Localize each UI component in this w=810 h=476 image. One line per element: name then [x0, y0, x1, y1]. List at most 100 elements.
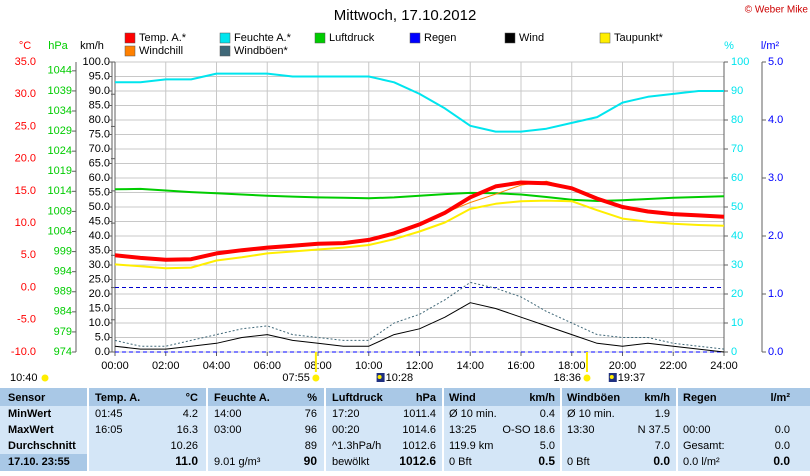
x-tick-label: 12:00	[406, 360, 434, 372]
y-tick-label: 5.0	[95, 331, 110, 343]
series-line	[114, 302, 725, 353]
table-header-cell: Temp. A.	[95, 392, 140, 404]
table-cell: 10.26	[170, 440, 198, 452]
table-cell: 01:45	[95, 408, 123, 420]
y-tick-label: 90.0	[89, 85, 110, 97]
table-cell: 119.9 km	[449, 440, 493, 452]
table-header-cell: °C	[186, 392, 198, 404]
y-tick-label: 984	[54, 306, 72, 318]
axis-title: km/h	[80, 40, 104, 52]
y-tick-label: 50	[731, 201, 743, 213]
y-tick-label: 3.0	[768, 172, 783, 184]
y-tick-label: 60	[731, 172, 743, 184]
y-tick-label: 60.0	[89, 172, 110, 184]
table-cell: 00:20	[332, 424, 360, 436]
legend-label: Windböen*	[234, 45, 289, 57]
table-header-cell: Sensor	[8, 392, 46, 404]
table-header-cell: Regen	[683, 392, 717, 404]
y-tick-label: 4.0	[768, 114, 783, 126]
table-header-cell: hPa	[416, 392, 437, 404]
y-tick-label: 5.0	[768, 56, 783, 68]
axis-title: %	[724, 40, 734, 52]
y-tick-label: 25.0	[15, 120, 36, 132]
y-tick-label: 10.0	[89, 317, 110, 329]
legend-swatch	[124, 32, 136, 44]
x-tick-label: 06:00	[253, 360, 281, 372]
table-cell: Gesamt:	[683, 440, 725, 452]
table-cell: 0.5	[538, 454, 555, 468]
x-tick-label: 22:00	[659, 360, 687, 372]
series-line	[114, 199, 725, 270]
y-tick-label: 974	[54, 346, 72, 358]
y-tick-label: 0	[731, 346, 737, 358]
x-tick-label: 14:00	[456, 360, 484, 372]
chart-title: Mittwoch, 17.10.2012	[334, 7, 477, 24]
x-tick-label: 00:00	[101, 360, 129, 372]
x-tick-label: 04:00	[203, 360, 231, 372]
legend-swatch	[504, 32, 516, 44]
y-tick-label: 1024	[48, 145, 72, 157]
legend-swatch	[599, 32, 611, 44]
y-tick-label: 100	[731, 56, 749, 68]
moon-icon	[609, 375, 614, 379]
y-tick-label: 95.0	[89, 70, 110, 82]
x-tick-label: 16:00	[507, 360, 535, 372]
table-cell: bewölkt	[332, 456, 369, 468]
table-cell: 89	[305, 440, 317, 452]
table-header-cell: Wind	[449, 392, 476, 404]
table-header-cell: Luftdruck	[332, 392, 384, 404]
table-cell: 0.4	[540, 408, 555, 420]
y-tick-label: 20.0	[89, 288, 110, 300]
x-tick-label: 24:00	[710, 360, 738, 372]
table-cell: ^1.3hPa/h	[332, 440, 381, 452]
table-cell: 13:30	[567, 424, 595, 436]
axis-title: °C	[19, 40, 31, 52]
y-tick-label: 40.0	[89, 230, 110, 242]
legend-swatch	[124, 45, 136, 57]
table-cell: Durchschnitt	[8, 440, 76, 452]
axis-title: l/m²	[761, 40, 780, 52]
y-tick-label: 30.0	[89, 259, 110, 271]
table-header-cell: l/m²	[770, 392, 790, 404]
table-cell: 17.10. 23:55	[8, 456, 70, 468]
y-tick-label: 85.0	[89, 99, 110, 111]
legend-label: Wind	[519, 32, 544, 44]
y-tick-label: 75.0	[89, 128, 110, 140]
table-cell: 1014.6	[402, 424, 436, 436]
table-cell: 0.0	[773, 454, 790, 468]
table-cell: 0.0 l/m²	[683, 456, 720, 468]
y-tick-label: 989	[54, 286, 72, 298]
y-tick-label: 80	[731, 114, 743, 126]
table-header	[0, 388, 810, 406]
y-tick-label: 1004	[48, 225, 72, 237]
y-tick-label: 1019	[48, 165, 72, 177]
series-line	[115, 72, 724, 133]
table-cell: 1011.4	[403, 408, 436, 420]
y-tick-label: 999	[54, 245, 72, 257]
table-cell: MinWert	[8, 408, 52, 420]
event-label: 18:36	[553, 372, 581, 384]
y-tick-label: 30	[731, 259, 743, 271]
x-tick-label: 10:00	[355, 360, 383, 372]
table-cell: 1012.6	[402, 440, 436, 452]
y-tick-label: 979	[54, 326, 72, 338]
table-cell: N 37.5	[638, 424, 670, 436]
legend-label: Regen	[424, 32, 456, 44]
table-cell: 13:25	[449, 424, 477, 436]
table-cell: 0 Bft	[567, 456, 590, 468]
table-cell: 0 Bft	[449, 456, 472, 468]
table-header-cell: Feuchte A.	[214, 392, 270, 404]
table-cell: 4.2	[183, 408, 198, 420]
table-header-cell: km/h	[644, 392, 670, 404]
legend-swatch	[219, 32, 231, 44]
sun-icon	[583, 374, 591, 382]
table-cell: 16:05	[95, 424, 123, 436]
series-line	[114, 187, 725, 202]
table-cell: 1.9	[655, 408, 670, 420]
table-cell: MaxWert	[8, 424, 54, 436]
y-tick-label: 994	[54, 266, 72, 278]
y-tick-label: 25.0	[89, 273, 110, 285]
y-tick-label: 2.0	[768, 230, 783, 242]
table-cell: 76	[305, 408, 317, 420]
x-tick-label: 08:00	[304, 360, 332, 372]
